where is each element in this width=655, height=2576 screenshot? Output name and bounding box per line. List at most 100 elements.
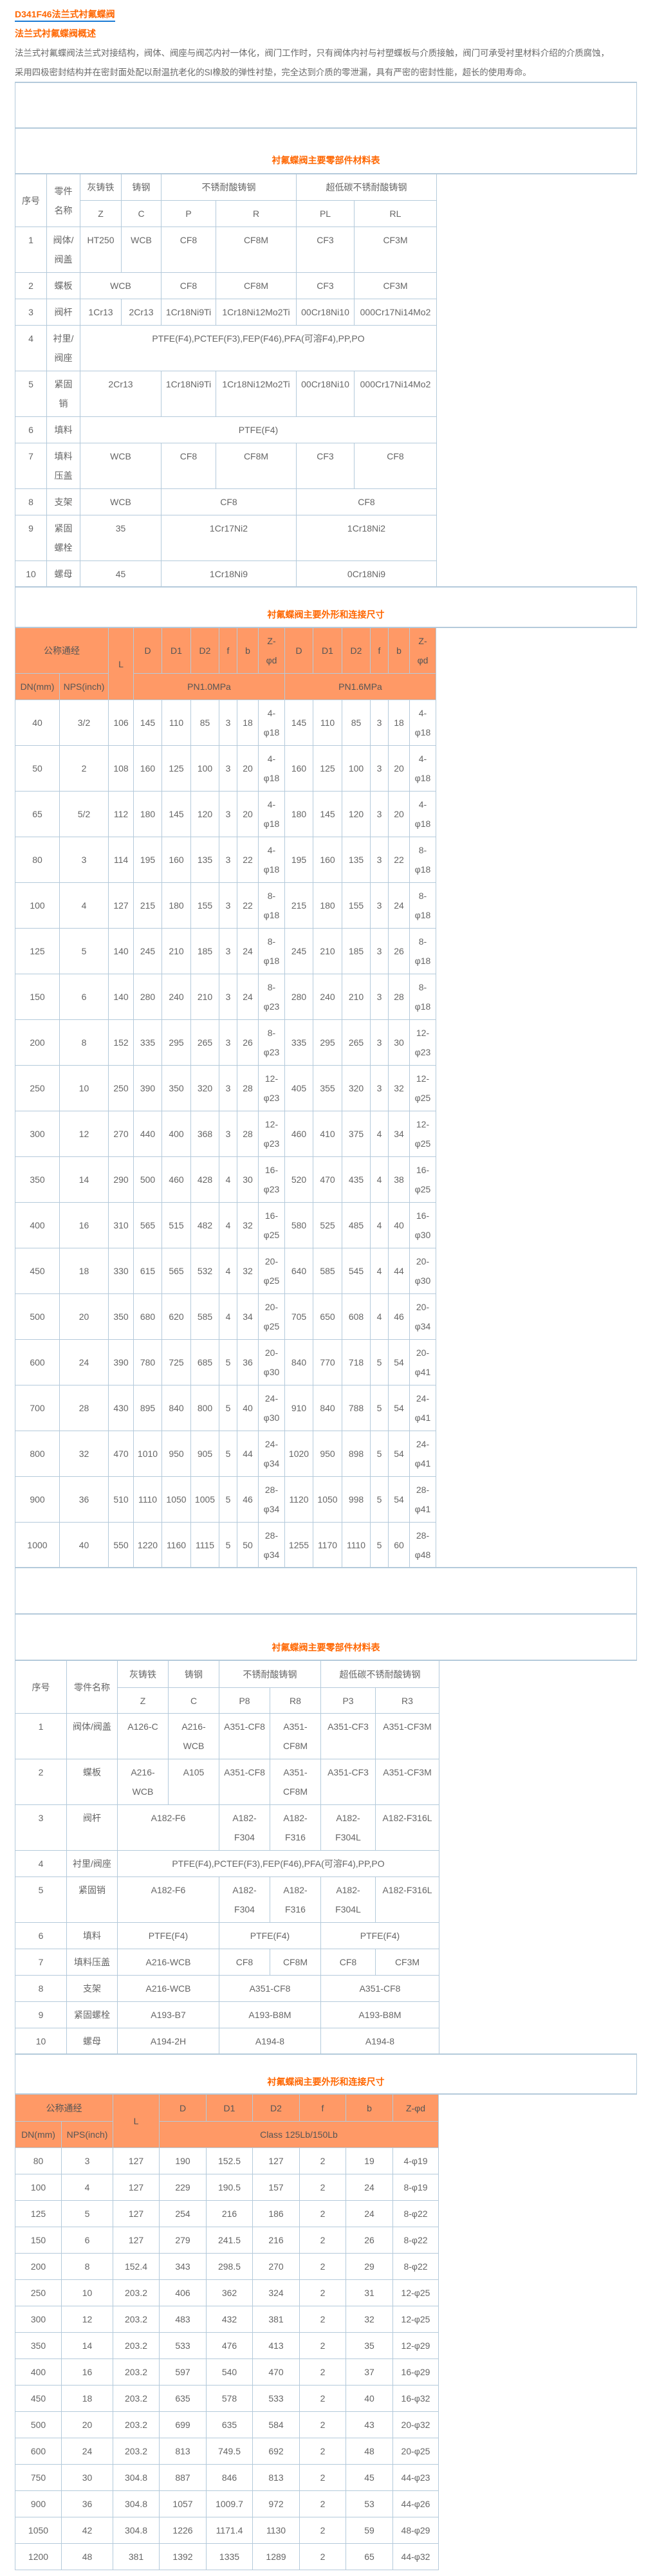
- table-cell: 5: [219, 1476, 237, 1523]
- table-cell: 203.2: [113, 2411, 160, 2438]
- column-header: Z: [117, 1687, 169, 1714]
- table-cell: 阀杆: [66, 1804, 118, 1851]
- table-caption: 衬氟蝶阀主要外形和连接尺寸: [267, 609, 385, 620]
- table-cell: 4: [61, 2174, 113, 2201]
- table-cell: 145: [313, 791, 342, 837]
- table-cell: 245: [284, 928, 313, 974]
- table-cell: 24: [388, 882, 410, 929]
- table-caption-box: 衬氟蝶阀主要外形和连接尺寸: [15, 586, 637, 628]
- materials-table-gb: 序号 零件名称 灰铸铁 铸钢 不锈耐酸铸钢 超低碳不锈耐酸铸钢 Z C P R PL RL 1 阀体/阀盖…: [15, 174, 437, 588]
- table-cell: 135: [190, 837, 219, 883]
- cell-text: 16-φ30: [414, 1210, 431, 1240]
- table-cell: 32: [59, 1431, 109, 1477]
- table-cell: 2: [299, 2411, 346, 2438]
- table-cell: 120: [190, 791, 219, 837]
- table-cell: A182-F304: [219, 1804, 270, 1851]
- table-cell: 44-φ32: [392, 2543, 439, 2570]
- table-cell: 3: [370, 928, 389, 974]
- table-cell: 279: [159, 2227, 207, 2254]
- table-cell: 840: [284, 1339, 313, 1385]
- table-row: 4 衬里/阀座 PTFE(F4),PCTEF(F3),FEP(F46),PFA(可溶…: [15, 1850, 439, 1877]
- table-cell: 8-φ23: [258, 1019, 285, 1066]
- table-cell: 460: [284, 1111, 313, 1157]
- table-cell: 127: [108, 882, 134, 929]
- table-cell: 4-φ18: [258, 791, 285, 837]
- table-cell: 28-φ34: [258, 1476, 285, 1523]
- table-cell: 1Cr13: [80, 299, 122, 326]
- table-cell: 紧固螺栓: [46, 515, 80, 561]
- table-cell: 270: [252, 2253, 300, 2280]
- table-cell: 900: [15, 2490, 62, 2517]
- table-cell: 125: [15, 2200, 62, 2227]
- table-cell: 3: [15, 299, 47, 326]
- table-cell: 4: [370, 1156, 389, 1203]
- table-cell: 4-φ18: [409, 745, 436, 792]
- table-cell: 310: [108, 1202, 134, 1248]
- table-cell: 3: [15, 1804, 67, 1851]
- table-cell: 280: [133, 974, 162, 1020]
- table-cell: 265: [190, 1019, 219, 1066]
- table-cell: 140: [108, 928, 134, 974]
- table-cell: 127: [113, 2147, 160, 2174]
- table-cell: A193-B8M: [219, 2001, 321, 2028]
- table-cell: 203.2: [113, 2438, 160, 2465]
- table-cell: 470: [313, 1156, 342, 1203]
- column-header: DN(mm): [15, 2121, 62, 2148]
- table-cell: 265: [342, 1019, 371, 1066]
- table-cell: 400: [161, 1111, 191, 1157]
- table-cell: 381: [113, 2543, 160, 2570]
- cell-text: 20-φ34: [414, 1302, 431, 1331]
- table-cell: 24: [59, 1339, 109, 1385]
- column-header: D1: [313, 627, 342, 674]
- table-cell: 5: [219, 1385, 237, 1431]
- table-cell: HT250: [80, 227, 122, 273]
- column-header: R: [216, 200, 297, 227]
- table-row: 400 16 310 565 515 482 4 32 16-φ25 580 525 485 4 40 16…: [15, 1202, 436, 1248]
- table-cell: 3: [370, 791, 389, 837]
- table-cell: 12-φ23: [258, 1111, 285, 1157]
- table-cell: 12-φ25: [392, 2306, 439, 2333]
- table-row: 1 阀体/阀盖 HT250 WCB CF8 CF8M CF3 CF3M: [15, 227, 437, 273]
- table-cell: 125: [15, 928, 60, 974]
- table-cell: 100: [342, 745, 371, 792]
- table-cell: 3: [370, 745, 389, 792]
- table-cell: 152: [108, 1019, 134, 1066]
- table-cell: 12-φ25: [409, 1111, 436, 1157]
- table-cell: PTFE(F4): [117, 1922, 219, 1949]
- table-cell: 2: [299, 2438, 346, 2465]
- table-cell: 160: [133, 745, 162, 792]
- table-cell: 127: [252, 2147, 300, 2174]
- cell-text: 20-φ25: [263, 1256, 280, 1286]
- column-header: 灰铸铁: [80, 174, 122, 201]
- table-cell: 3: [59, 837, 109, 883]
- table-cell: 53: [346, 2490, 393, 2517]
- table-cell: 320: [190, 1065, 219, 1111]
- table-header-row: 公称通经 L D D1 D2 f b Z-φd: [15, 2094, 439, 2148]
- page-title-link[interactable]: D341F46法兰式衬氟蝶阀: [15, 8, 115, 22]
- table-row: 350 14 203.2 533 476 413 2 35 12-φ29: [15, 2332, 439, 2359]
- table-cell: 800: [190, 1385, 219, 1431]
- table-cell: 2: [299, 2332, 346, 2359]
- table-cell: A182-F316L: [375, 1804, 439, 1851]
- table-cell: 565: [161, 1248, 191, 1294]
- table-row: 450 18 330 615 565 532 4 32 20-φ25 640 585 545 4 44 20…: [15, 1248, 436, 1294]
- table-cell: 1130: [252, 2517, 300, 2544]
- table-cell: 7: [15, 1949, 67, 1976]
- table-cell: A194-8: [219, 2028, 321, 2055]
- table-cell: 2: [299, 2279, 346, 2306]
- table-cell: 22: [388, 837, 410, 883]
- table-cell: 1115: [190, 1522, 219, 1568]
- table-header-row: DN(mm) NPS(inch) PN1.0MPa PN1.6MPa: [15, 673, 436, 700]
- table-cell: 135: [342, 837, 371, 883]
- column-header: DN(mm): [15, 673, 60, 700]
- table-cell: 692: [252, 2438, 300, 2465]
- table-row: 150 6 140 280 240 210 3 24 8-φ23 280 240 210 3 28 8-φ1…: [15, 974, 436, 1020]
- table-cell: 157: [252, 2174, 300, 2201]
- column-header: 超低碳不锈耐酸铸钢: [320, 1660, 439, 1688]
- table-cell: 320: [342, 1065, 371, 1111]
- table-cell: CF3: [296, 227, 355, 273]
- table-cell: 28: [59, 1385, 109, 1431]
- table-cell: 3: [219, 745, 237, 792]
- table-cell: 3: [61, 2147, 113, 2174]
- table-cell: 300: [15, 2306, 62, 2333]
